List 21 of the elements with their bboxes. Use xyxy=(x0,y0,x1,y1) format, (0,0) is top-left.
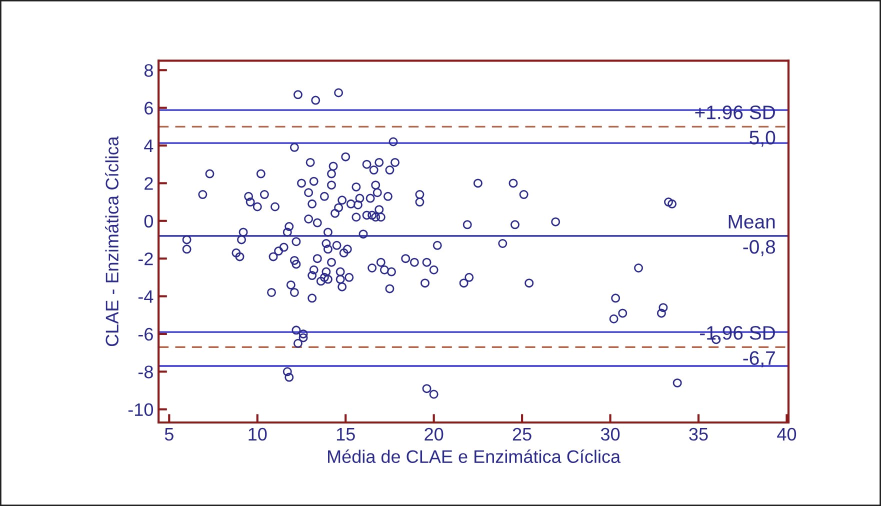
x-tick-label: 15 xyxy=(336,428,355,441)
y-tick-label: -4 xyxy=(138,290,154,303)
y-tick-label: -6 xyxy=(138,328,153,341)
y-tick-label: -10 xyxy=(128,403,154,416)
x-tick-label: 35 xyxy=(689,428,708,441)
y-axis-title: CLAE - Enzimática Cíclica xyxy=(105,136,118,346)
y-tick-label: 6 xyxy=(144,102,153,115)
x-tick-label: 40 xyxy=(777,428,796,441)
y-tick-label: -8 xyxy=(138,366,153,378)
x-tick-label: 30 xyxy=(600,428,620,441)
y-tick-label: 4 xyxy=(144,140,154,152)
y-tick-label: 2 xyxy=(144,177,153,190)
y-tick-label: 8 xyxy=(144,64,153,77)
y-tick-label: 0 xyxy=(144,214,154,228)
x-tick-label: 10 xyxy=(248,428,267,441)
x-axis-title: Média de CLAE e Enzimática Cíclica xyxy=(328,450,621,464)
x-tick-label: 25 xyxy=(512,428,532,441)
ref-line-label: Mean -0,8 xyxy=(728,215,776,256)
x-tick-label: 20 xyxy=(424,428,444,441)
x-tick-label: 5 xyxy=(164,428,174,441)
y-tick-label: -2 xyxy=(138,252,153,266)
